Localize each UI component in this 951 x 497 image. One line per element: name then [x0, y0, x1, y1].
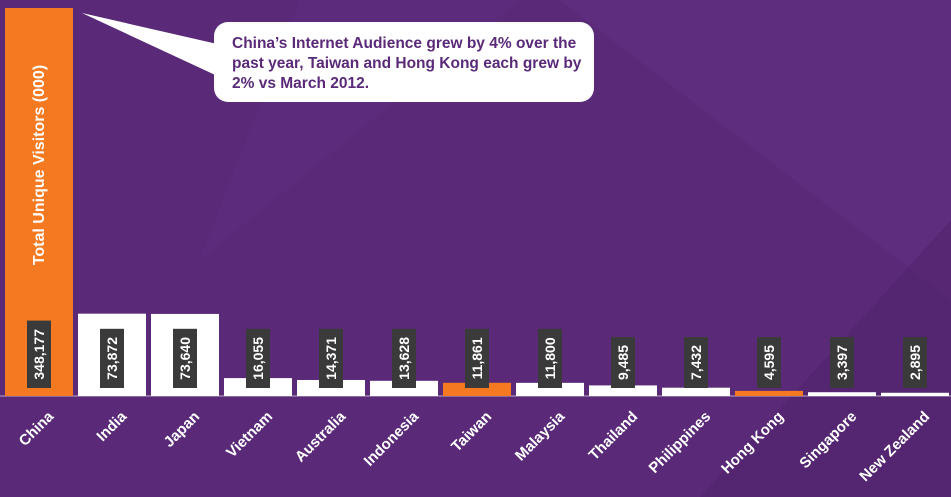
value-label-box-china [27, 320, 51, 388]
value-label-taiwan: 11,861 [469, 337, 485, 379]
value-label-singapore: 3,397 [834, 345, 850, 380]
value-label-box-hong-kong [757, 337, 781, 388]
value-label-india: 73,872 [104, 337, 120, 380]
bar-new-zealand [881, 392, 949, 396]
value-label-indonesia: 13,628 [396, 337, 412, 380]
bar-taiwan [443, 382, 511, 396]
value-label-box-australia [319, 328, 343, 388]
value-label-box-taiwan [465, 328, 489, 388]
category-label-japan: Japan [161, 408, 204, 451]
value-label-australia: 14,371 [323, 337, 339, 380]
category-label-india: India [93, 408, 130, 445]
callout-text: China’s Internet Audience grew by 4% ove… [232, 35, 582, 92]
value-label-japan: 73,640 [177, 337, 193, 380]
value-label-thailand: 9,485 [615, 345, 631, 380]
category-label-china: China [16, 408, 58, 450]
value-label-china: 348,177 [31, 329, 47, 380]
category-label-vietnam: Vietnam [223, 408, 276, 461]
value-label-box-japan [173, 328, 197, 388]
bar-hong-kong [735, 390, 803, 396]
value-label-box-vietnam [246, 328, 270, 388]
value-label-box-new-zealand [903, 337, 927, 388]
bar-indonesia [370, 380, 438, 396]
bar-malaysia [516, 382, 584, 396]
callout-annotation: China’s Internet Audience grew by 4% ove… [214, 22, 594, 102]
category-label-singapore: Singapore [796, 408, 860, 472]
value-label-new-zealand: 2,895 [907, 345, 923, 380]
category-label-thailand: Thailand [586, 408, 642, 464]
value-label-hong-kong: 4,595 [761, 345, 777, 380]
value-label-box-india [100, 328, 124, 388]
bar-philippines [662, 387, 730, 396]
y-axis-title-text: Total Unique Visitors (000) [31, 64, 48, 266]
value-label-vietnam: 16,055 [250, 337, 266, 380]
value-label-box-singapore [830, 337, 854, 388]
category-label-new-zealand: New Zealand [856, 408, 933, 485]
value-label-box-philippines [684, 337, 708, 388]
value-label-philippines: 7,432 [688, 345, 704, 380]
value-label-box-malaysia [538, 328, 562, 388]
value-label-box-thailand [611, 337, 635, 388]
value-label-box-indonesia [392, 328, 416, 388]
category-label-malaysia: Malaysia [512, 408, 569, 465]
bar-singapore [808, 392, 876, 396]
bar-thailand [589, 385, 657, 396]
category-label-philippines: Philippines [646, 408, 715, 477]
category-label-taiwan: Taiwan [448, 408, 495, 455]
category-label-hong-kong: Hong Kong [718, 408, 787, 477]
category-label-australia: Australia [292, 408, 350, 466]
category-label-indonesia: Indonesia [361, 408, 423, 470]
value-label-malaysia: 11,800 [542, 337, 558, 379]
